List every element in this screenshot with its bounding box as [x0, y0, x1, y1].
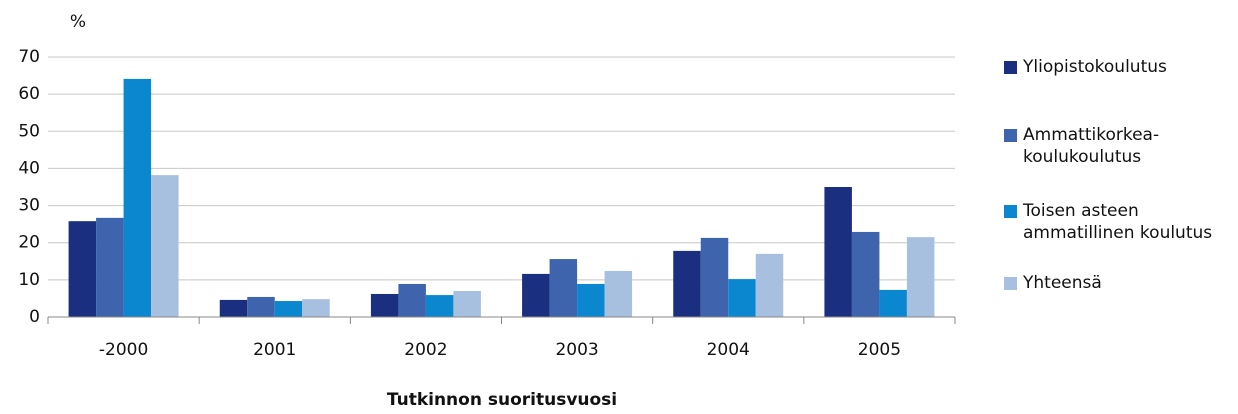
y-tick-label: 70	[18, 47, 40, 67]
bar	[302, 299, 330, 317]
legend-swatch	[1004, 205, 1017, 218]
x-tick-label: 2002	[404, 340, 447, 360]
bar	[398, 283, 426, 317]
bar	[728, 279, 756, 317]
legend-swatch	[1004, 129, 1017, 142]
legend-item: Yhteensä	[1004, 272, 1102, 294]
legend-swatch	[1004, 277, 1017, 290]
x-tick-label: 2005	[858, 340, 901, 360]
bar	[425, 295, 454, 317]
legend-swatch	[1004, 61, 1017, 74]
bar	[219, 299, 248, 317]
bar	[755, 253, 784, 317]
bar	[851, 231, 880, 317]
bar	[522, 273, 550, 317]
bar	[879, 289, 907, 317]
y-tick-label: 50	[18, 121, 40, 141]
y-tick-label: 40	[18, 158, 40, 178]
bar	[274, 301, 303, 317]
bar	[577, 283, 605, 317]
y-tick-label: 20	[18, 233, 40, 253]
x-axis-label: Tutkinnon suoritusvuosi	[387, 390, 617, 410]
bar	[604, 270, 633, 317]
x-tick-label: -2000	[99, 340, 148, 360]
legend-label: Yliopistokoulutus	[1023, 57, 1167, 77]
bar	[906, 237, 935, 317]
bar	[151, 175, 179, 317]
bar	[700, 237, 729, 317]
bar	[453, 291, 481, 317]
y-tick-label: 10	[18, 270, 40, 290]
bar	[370, 293, 399, 317]
legend-label: Ammattikorkea- koulukoulutus	[1023, 125, 1160, 167]
legend-item: Toisen asteen ammatillinen koulutus	[1004, 200, 1212, 244]
y-tick-label: 30	[18, 196, 40, 216]
legend-label: Yhteensä	[1023, 273, 1102, 293]
x-tick-label: 2004	[707, 340, 750, 360]
y-tick-label: 60	[18, 84, 40, 104]
bar	[824, 187, 852, 317]
x-tick-label: 2001	[253, 340, 296, 360]
bar	[247, 296, 275, 317]
bar	[123, 78, 152, 318]
legend-item: Yliopistokoulutus	[1004, 56, 1167, 78]
legend-item: Ammattikorkea- koulukoulutus	[1004, 124, 1159, 168]
y-tick-label: 0	[29, 307, 40, 327]
bar	[549, 259, 578, 317]
bar	[68, 221, 97, 317]
y-axis-label: %	[70, 12, 86, 32]
legend-label: Toisen asteen ammatillinen koulutus	[1023, 201, 1213, 243]
bar	[673, 250, 701, 317]
x-tick-label: 2003	[555, 340, 598, 360]
bar	[96, 217, 124, 317]
